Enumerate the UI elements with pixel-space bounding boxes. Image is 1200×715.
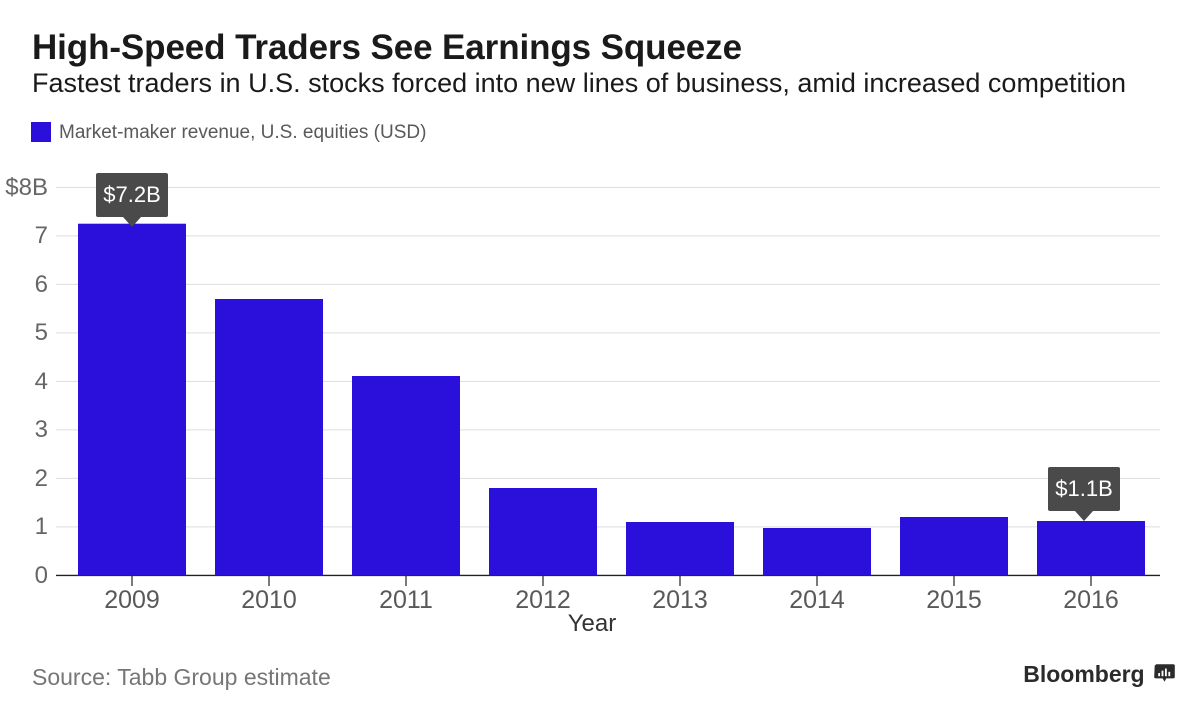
svg-text:1: 1 xyxy=(35,513,48,540)
svg-text:2015: 2015 xyxy=(926,586,982,614)
svg-text:3: 3 xyxy=(35,416,48,443)
svg-text:0: 0 xyxy=(35,562,48,589)
svg-text:2011: 2011 xyxy=(379,586,433,614)
svg-text:2016: 2016 xyxy=(1063,586,1119,614)
svg-text:2014: 2014 xyxy=(789,586,845,614)
svg-text:6: 6 xyxy=(35,271,48,298)
svg-text:2013: 2013 xyxy=(652,586,708,614)
svg-text:2010: 2010 xyxy=(241,586,297,614)
svg-text:7: 7 xyxy=(35,222,48,249)
svg-text:2009: 2009 xyxy=(104,586,160,614)
svg-text:5: 5 xyxy=(35,319,48,346)
svg-text:4: 4 xyxy=(35,368,48,395)
svg-text:$8B: $8B xyxy=(5,174,48,201)
svg-text:2012: 2012 xyxy=(515,586,571,614)
svg-text:2: 2 xyxy=(35,465,48,492)
svg-text:Year: Year xyxy=(568,610,617,637)
